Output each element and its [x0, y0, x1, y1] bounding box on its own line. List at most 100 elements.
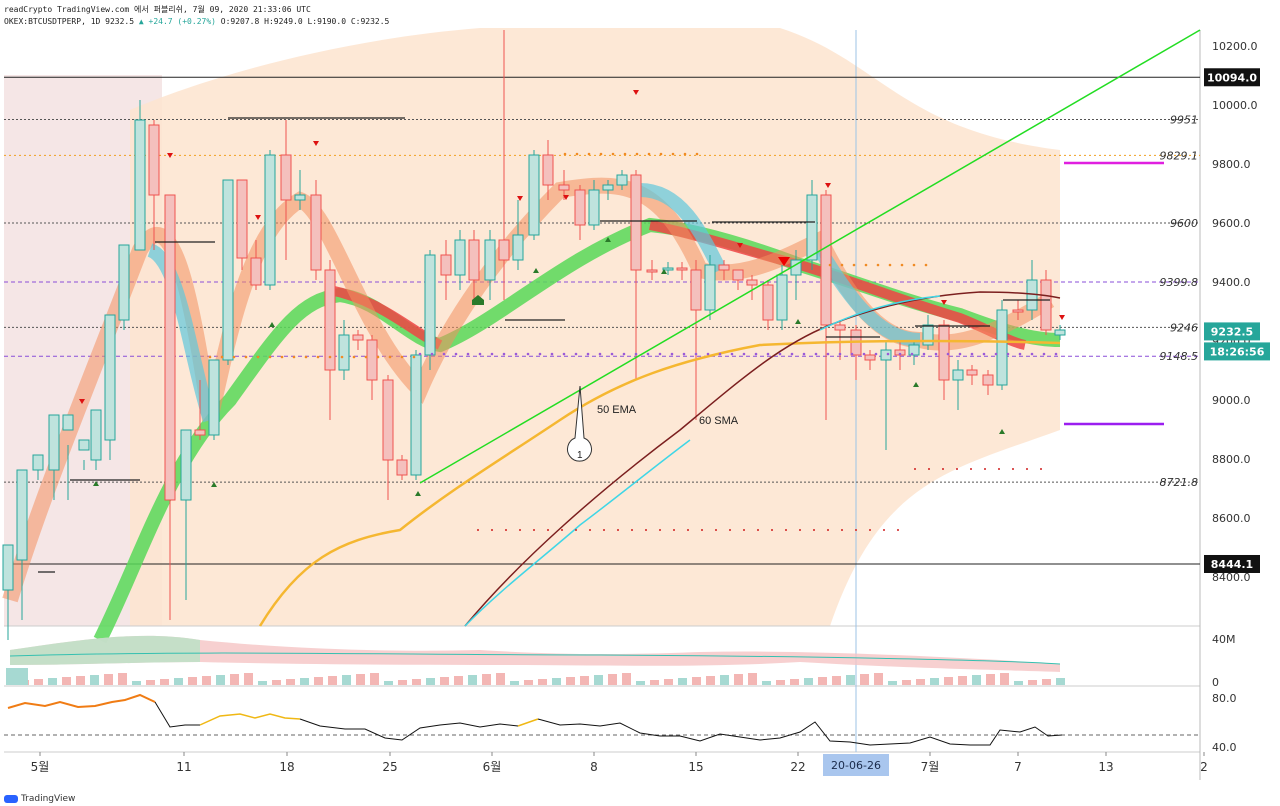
dot-marker — [874, 352, 878, 356]
sma-label[interactable]: 60 SMA — [699, 415, 739, 427]
candle-body — [118, 244, 130, 321]
candle-body — [616, 174, 628, 186]
dot-marker — [589, 529, 591, 531]
countdown-label: 18:26:56 — [1210, 345, 1265, 358]
dot-marker — [519, 529, 521, 531]
dot-marker — [280, 355, 284, 359]
candle-body — [310, 194, 322, 271]
dot-marker — [490, 352, 494, 356]
sell-marker — [517, 196, 523, 201]
dot-marker — [785, 529, 787, 531]
volume-bar — [678, 678, 687, 685]
time-label: 15 — [688, 760, 703, 774]
dot-marker — [622, 352, 626, 356]
time-axis[interactable]: 5월 11 18 25 6월 8 15 22 7월 7 13 2 — [31, 752, 1208, 774]
price-tick: 8600.0 — [1212, 512, 1251, 525]
dot-marker — [454, 352, 458, 356]
volume-bar — [90, 675, 99, 685]
ohlc-values: O:9207.8 H:9249.0 L:9190.0 C:9232.5 — [220, 17, 390, 26]
dot-marker — [802, 352, 806, 356]
dot-marker — [645, 529, 647, 531]
time-label: 7월 — [921, 760, 940, 774]
candle-body — [588, 189, 600, 226]
volume-bar — [888, 681, 897, 685]
candlesticks[interactable] — [2, 30, 1066, 640]
volume-bar — [258, 681, 267, 685]
candle-body — [1054, 329, 1066, 336]
trendline — [419, 29, 1201, 484]
volume-bar — [972, 675, 981, 685]
dot-marker — [1012, 468, 1014, 470]
candle-body — [396, 459, 408, 476]
candle-body — [834, 324, 846, 331]
volume-bar — [608, 674, 617, 685]
dot-marker — [876, 263, 880, 267]
candle-body — [512, 234, 524, 261]
candle-body — [2, 544, 14, 591]
sell-marker — [79, 399, 85, 404]
sell-marker — [941, 300, 947, 305]
volume-bar — [454, 676, 463, 685]
rsi-tick-40: 40.0 — [1212, 741, 1237, 754]
dot-marker — [900, 263, 904, 267]
candle-body — [646, 269, 658, 273]
candle-body — [382, 379, 394, 461]
dot-marker — [430, 352, 434, 356]
time-label: 13 — [1098, 760, 1113, 774]
level-label: 9246 — [1170, 321, 1198, 334]
candle-body — [78, 439, 90, 451]
last-price: 9232.5 — [105, 17, 135, 26]
dot-marker — [631, 529, 633, 531]
volume-bar — [482, 674, 491, 685]
dot-marker — [706, 352, 710, 356]
horizontal-levels[interactable] — [4, 76, 1200, 565]
dot-marker — [942, 468, 944, 470]
dot-marker — [912, 263, 916, 267]
candle-body — [468, 239, 480, 281]
price-axis[interactable]: 10200.010000.09800.09600.09400.09200.090… — [1212, 40, 1258, 584]
dot-marker — [1018, 352, 1022, 356]
dot-marker — [922, 352, 926, 356]
candle-body — [236, 179, 248, 259]
candle-body — [732, 269, 744, 281]
volume-bar — [874, 673, 883, 685]
candle-body — [134, 119, 146, 251]
dot-marker — [828, 263, 832, 267]
dot-marker — [563, 152, 567, 156]
dot-marker — [838, 352, 842, 356]
ema-label[interactable]: 50 EMA — [597, 404, 637, 416]
rsi-line-warm — [517, 718, 539, 727]
symbol-name[interactable]: OKEX:BTCUSDTPERP, 1D — [4, 17, 101, 26]
rsi-pane[interactable] — [4, 693, 1200, 746]
candle-body — [1012, 309, 1024, 313]
dot-marker — [220, 355, 224, 359]
volume-bar — [160, 679, 169, 685]
dot-marker — [1026, 468, 1028, 470]
volume-bar — [958, 676, 967, 685]
tradingview-logo[interactable]: TradingView — [4, 794, 75, 804]
level-label: 9951 — [1170, 113, 1198, 126]
volume-ma — [9, 652, 1061, 665]
candle-body — [424, 254, 436, 356]
candle-body — [208, 359, 220, 436]
volume-bar — [846, 675, 855, 685]
callout-balloon[interactable] — [567, 385, 592, 462]
dot-marker — [659, 529, 661, 531]
candle-body — [938, 324, 950, 381]
dot-marker — [998, 468, 1000, 470]
candle-body — [630, 174, 642, 271]
volume-band — [10, 635, 1060, 672]
volume-bar — [524, 680, 533, 685]
dot-marker — [658, 352, 662, 356]
house-marker — [472, 295, 484, 305]
volume-pane[interactable] — [6, 635, 1065, 685]
volume-bar — [118, 673, 127, 685]
volume-bar — [244, 673, 253, 685]
dot-marker — [603, 529, 605, 531]
buy-marker — [269, 322, 275, 327]
dot-marker — [617, 529, 619, 531]
dot-marker — [813, 529, 815, 531]
candle-body — [498, 239, 510, 261]
dot-marker — [715, 529, 717, 531]
